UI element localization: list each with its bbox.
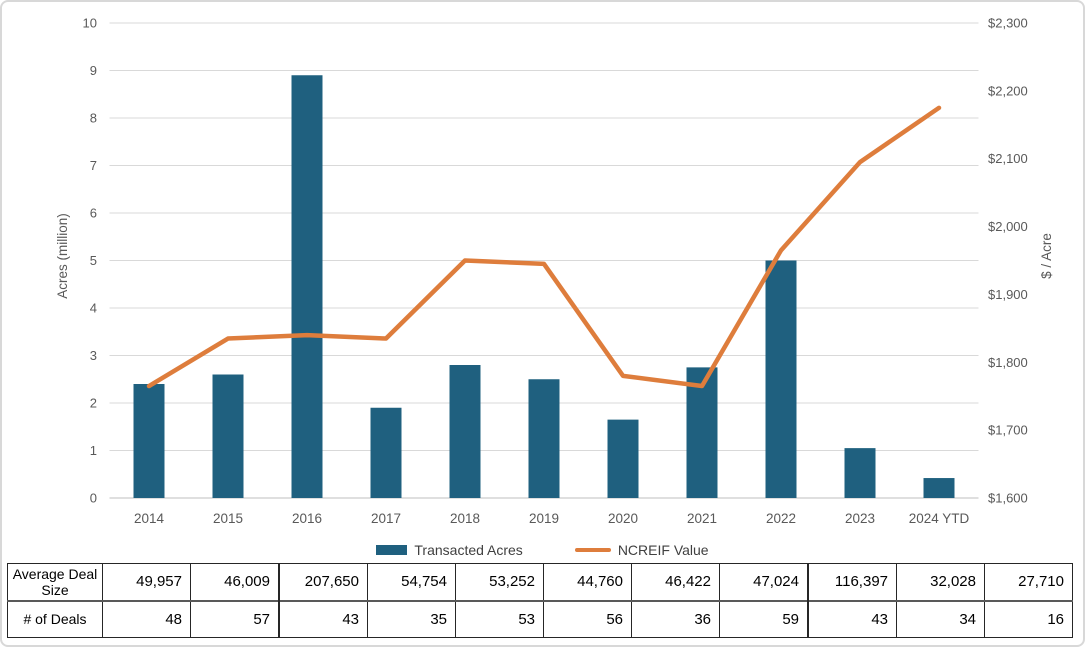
table-row: # of Deals 48 57 43 35 53 56 36 59 43 34 16 xyxy=(7,599,1073,638)
table-cell: 59 xyxy=(719,599,809,638)
table-cell: 53,252 xyxy=(455,563,544,601)
table-cell: 56 xyxy=(543,599,632,638)
table-cell: 32,028 xyxy=(896,563,985,601)
right-axis-tick: $2,100 xyxy=(988,151,1028,166)
x-axis-labels: 2014 2015 2016 2017 2018 2019 2020 2021 2022 2023… xyxy=(134,511,970,526)
left-axis-tick: 8 xyxy=(90,111,97,126)
table-cell: 116,397 xyxy=(807,563,897,601)
right-axis-title: $ / Acre xyxy=(1039,233,1054,279)
left-axis-title: Acres (million) xyxy=(55,213,70,299)
left-axis-tick: 2 xyxy=(90,396,97,411)
x-axis-label-2022: 2022 xyxy=(766,511,796,526)
left-axis-tick: 4 xyxy=(90,301,97,316)
table-cell: 54,754 xyxy=(367,563,456,601)
row-header: # of Deals xyxy=(7,599,103,638)
table-cell: 36 xyxy=(631,599,720,638)
x-axis-label-2023: 2023 xyxy=(845,511,875,526)
left-axis-tick: 10 xyxy=(83,16,97,31)
right-axis-tick: $2,000 xyxy=(988,219,1028,234)
transacted-acres-bars xyxy=(133,75,955,498)
left-axis-tick: 1 xyxy=(90,443,97,458)
right-axis-tick: $1,700 xyxy=(988,423,1028,438)
bar-2019 xyxy=(528,379,560,498)
table-cell: 57 xyxy=(190,599,280,638)
x-axis-label-2015: 2015 xyxy=(213,511,243,526)
x-axis-label-2024 YTD: 2024 YTD xyxy=(909,511,970,526)
table-cell: 47,024 xyxy=(719,563,809,601)
axis-ticks: 0 1 2 3 4 5 6 7 8 9 10 $1,600 $1,700 $1,800 $1,900 $2,0… xyxy=(83,16,1028,506)
ncreif-value-line xyxy=(146,105,942,389)
left-axis-tick: 3 xyxy=(90,348,97,363)
left-axis-tick: 9 xyxy=(90,63,97,78)
bar-2015 xyxy=(212,374,244,498)
right-axis-tick: $1,800 xyxy=(988,355,1028,370)
table-cell: 16 xyxy=(984,599,1073,638)
bar-2016 xyxy=(291,75,323,498)
gridlines xyxy=(109,22,979,499)
table-row: Average Deal Size 49,957 46,009 207,650 54,7… xyxy=(7,563,1073,601)
x-axis-label-2019: 2019 xyxy=(529,511,559,526)
table-cell: 43 xyxy=(278,599,368,638)
x-axis-label-2016: 2016 xyxy=(292,511,322,526)
bar-2021 xyxy=(686,367,718,498)
legend-item-ncreif-value: NCREIF Value xyxy=(574,542,709,558)
table-cell: 27,710 xyxy=(984,563,1073,601)
bar-2020 xyxy=(607,419,639,498)
table-cell: 53 xyxy=(455,599,544,638)
legend-item-transacted-acres: Transacted Acres xyxy=(376,542,523,558)
bar-2024 YTD xyxy=(923,478,955,498)
right-axis-tick: $1,600 xyxy=(988,491,1028,506)
table-cell: 46,009 xyxy=(190,563,280,601)
x-axis-label-2020: 2020 xyxy=(608,511,638,526)
bar-2014 xyxy=(133,384,165,498)
left-axis-tick: 7 xyxy=(90,158,97,173)
row-header: Average Deal Size xyxy=(7,563,103,601)
left-axis-tick: 0 xyxy=(90,491,97,506)
x-axis-label-2017: 2017 xyxy=(371,511,401,526)
combo-chart: 0 1 2 3 4 5 6 7 8 9 10 $1,600 $1,700 $1,800 $1,900 $2,0… xyxy=(55,16,1054,527)
ncreif-line-series xyxy=(146,105,942,389)
left-axis-tick: 6 xyxy=(90,206,97,221)
bar-swatch-icon xyxy=(376,545,408,555)
legend-label-transacted-acres: Transacted Acres xyxy=(414,542,523,558)
bar-2022 xyxy=(765,260,797,498)
bar-2018 xyxy=(449,365,481,498)
table-cell: 49,957 xyxy=(102,563,191,601)
x-axis-label-2014: 2014 xyxy=(134,511,165,526)
legend-label-ncreif-value: NCREIF Value xyxy=(617,542,709,558)
right-axis-tick: $1,900 xyxy=(988,287,1028,302)
x-axis-label-2018: 2018 xyxy=(450,511,480,526)
table-cell: 207,650 xyxy=(278,563,368,601)
line-swatch-icon xyxy=(574,547,611,553)
x-axis-label-2021: 2021 xyxy=(687,511,717,526)
right-axis-tick: $2,300 xyxy=(988,16,1028,31)
table-cell: 48 xyxy=(102,599,191,638)
chart-legend: Transacted Acres NCREIF Value xyxy=(2,540,1083,560)
right-axis-tick: $2,200 xyxy=(988,83,1028,98)
left-axis-tick: 5 xyxy=(90,253,97,268)
bar-2023 xyxy=(844,448,876,498)
table-cell: 43 xyxy=(807,599,897,638)
bar-2017 xyxy=(370,407,402,498)
deal-stats-table: Average Deal Size 49,957 46,009 207,650 54,7… xyxy=(7,563,1073,638)
table-cell: 46,422 xyxy=(631,563,720,601)
table-cell: 34 xyxy=(896,599,985,638)
table-cell: 44,760 xyxy=(543,563,632,601)
table-cell: 35 xyxy=(367,599,456,638)
